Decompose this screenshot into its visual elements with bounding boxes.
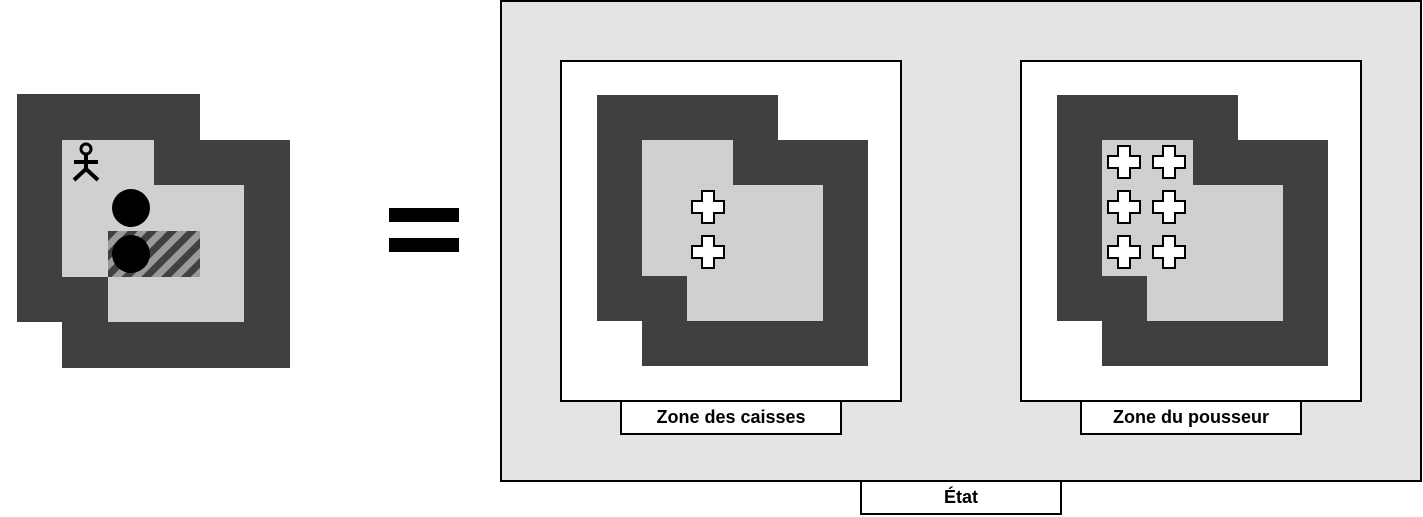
pusher-zone-label: Zone du pousseur (1080, 400, 1302, 435)
crate-circle (112, 235, 150, 273)
white-cross-icon (691, 190, 725, 224)
white-cross-icon (1107, 190, 1141, 224)
equals-sign-bottom-bar (389, 238, 459, 252)
stick-figure-icon (72, 142, 100, 182)
crate-circle (112, 189, 150, 227)
equals-sign-top-bar (389, 208, 459, 222)
white-cross-icon (1107, 145, 1141, 179)
white-cross-icon (1152, 190, 1186, 224)
white-cross-icon (1152, 235, 1186, 269)
level-map (0, 0, 300, 380)
white-cross-icon (691, 235, 725, 269)
state-label: État (860, 480, 1062, 515)
white-cross-icon (1107, 235, 1141, 269)
white-cross-icon (1152, 145, 1186, 179)
crates-zone-label: Zone des caisses (620, 400, 842, 435)
